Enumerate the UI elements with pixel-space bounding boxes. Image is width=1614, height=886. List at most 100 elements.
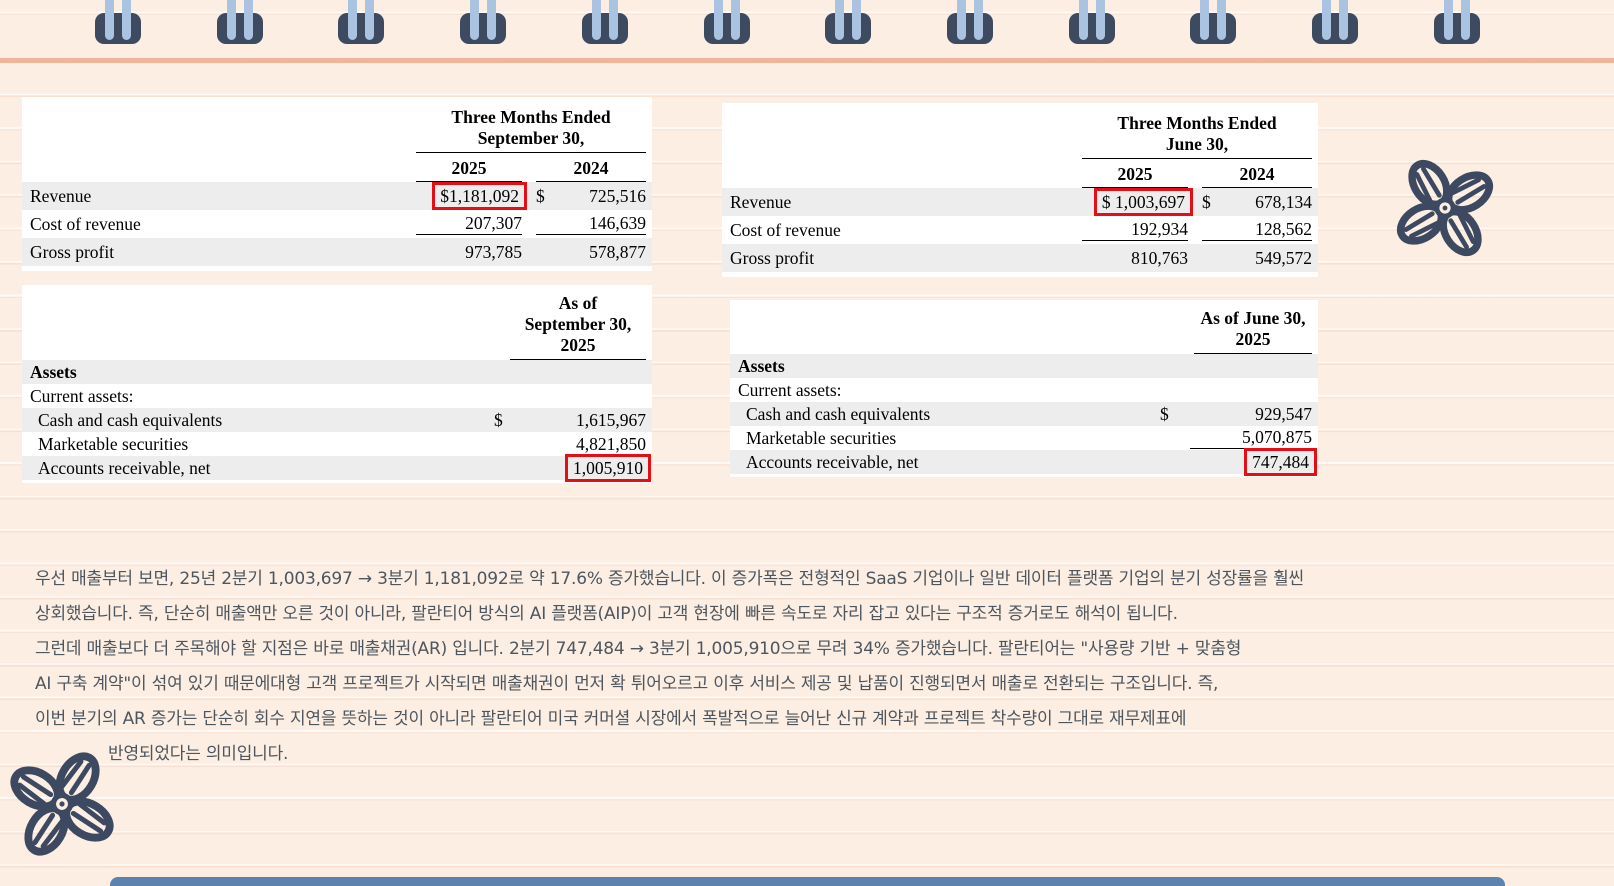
binder-ring-prong [1460,0,1470,40]
period-header: Three Months Ended June 30, [1082,103,1312,159]
binder-ring-icon [338,0,385,58]
flower-doodle-icon [10,752,114,856]
row-label: Cash and cash equivalents [38,409,223,430]
note-line: 우선 매출부터 보면, 25년 2분기 1,003,697 → 3분기 1,18… [35,569,1304,589]
table-row: Marketable securities 4,821,850 [22,432,652,456]
table-row: Cash and cash equivalents $ 1,615,967 [22,408,652,432]
next-card-edge [110,877,1505,886]
binder-ring-prong [1200,0,1210,40]
header-line: 2025 [560,335,596,355]
column-header-2024: 2024 [1202,162,1312,188]
binder-ring-prong [1443,0,1453,40]
cell-value: 973,785 [465,241,522,262]
table-row: Cost of revenue 192,934 128,562 [722,216,1318,244]
binder-ring-icon [460,0,507,58]
table-row: Revenue $1,181,092 $725,516 [22,182,652,210]
binder-ring-prong [122,0,131,40]
period-line: September 30, [477,128,585,148]
row-label: Marketable securities [38,433,189,454]
income-table-september: Three Months Ended September 30, 2025 20… [22,97,652,271]
period-line: Three Months Ended [451,107,611,127]
note-line: 상회했습니다. 즉, 단순히 매출액만 오른 것이 아니라, 팔란티어 방식의 … [35,604,1178,624]
row-label: Revenue [730,191,792,212]
row-label: Cash and cash equivalents [746,403,931,424]
cell-value: 725,516 [589,185,646,206]
binder-ring-icon [216,0,263,58]
binder-ring-prong [365,0,375,40]
income-table-june: Three Months Ended June 30, 2025 2024 Re… [722,103,1318,277]
currency-symbol: $ [494,409,503,430]
row-label: Marketable securities [746,427,897,448]
binder-ring-prong [591,0,601,40]
binder-ring-prong [1095,0,1105,40]
table-row: Revenue $ 1,003,697 $678,134 [722,188,1318,216]
binder-ring-body [1068,13,1115,44]
binder-ring-prong [348,0,358,40]
period-header: Three Months Ended September 30, [416,97,646,153]
binder-ring-icon [947,0,994,58]
table-row: Gross profit 973,785 578,877 [22,238,652,266]
table-row: Accounts receivable, net 1,005,910 [22,454,652,482]
note-line: 반영되었다는 의미입니다. [108,744,289,764]
binder-ring-icon [703,0,750,58]
section-label: Assets [30,361,77,382]
binder-ring-prong [608,0,618,40]
cell-value: 578,877 [589,241,646,262]
binder-ring-body [1312,13,1359,44]
row-label: Accounts receivable, net [38,457,211,478]
highlight-box: 1,005,910 [565,454,651,482]
cell-value: 1,615,967 [576,409,646,430]
cell-value: $1,181,092 [440,186,519,206]
note-line: 이번 분기의 AR 증가는 단순히 회수 지연을 뜻하는 것이 아니라 팔란티어… [35,709,1187,729]
binder-ring-icon [95,0,141,58]
binder-ring-body [460,13,507,44]
binder-ring-body [581,13,628,44]
cell-value: 5,070,875 [1190,427,1312,449]
period-line: Three Months Ended [1117,113,1277,133]
row-label: Gross profit [730,247,815,268]
binder-ring-prong [730,0,740,40]
highlight-box: $ 1,003,697 [1093,188,1193,216]
binder-ring-icon [1068,0,1115,58]
binder-ring-prong [226,0,236,40]
binder-ring-body [1433,13,1480,44]
binder-ring-body [947,13,994,44]
as-of-header: As of June 30, 2025 [1194,300,1312,354]
binder-ring-icon [1433,0,1480,58]
cell-value: 1,005,910 [573,458,643,478]
binder-ring-body [216,13,263,44]
binder-ring-icon [581,0,628,58]
binder-ring-body [95,13,141,44]
row-label: Revenue [30,185,92,206]
cell-value: 747,484 [1252,452,1309,472]
table-row: Accounts receivable, net 747,484 [730,448,1318,476]
binder-ring-icon [1190,0,1237,58]
note-line: AI 구축 계약"이 섞여 있기 때문에대형 고객 프로젝트가 시작되면 매출채… [35,674,1219,694]
binder-ring-prong [852,0,862,40]
subsection-label: Current assets: [738,379,842,400]
flower-doodle-icon [1396,159,1494,257]
binder-ring-prong [1217,0,1227,40]
cell-value: 146,639 [536,213,646,235]
binder-ring-prong [105,0,114,40]
row-label: Gross profit [30,241,115,262]
cell-value: 929,547 [1255,403,1312,424]
header-line: As of [558,293,598,313]
binder-ring-prong [470,0,480,40]
highlight-box: 747,484 [1244,448,1317,476]
cell-value: 810,763 [1131,247,1188,268]
balance-table-june: As of June 30, 2025 Assets Current asset… [730,300,1318,477]
binder-ring-prong [713,0,723,40]
period-line: June 30, [1165,134,1229,154]
binder-ring-prong [1322,0,1332,40]
section-row: Assets [22,360,652,384]
cell-value: 192,934 [1082,219,1188,241]
currency-symbol: $ [1202,191,1211,212]
binder-ring-prong [974,0,984,40]
header-line: As of June 30, [1200,308,1306,328]
binder-ring-body [1190,13,1237,44]
cell-value: 549,572 [1255,247,1312,268]
header-line: September 30, [524,314,632,334]
row-label: Accounts receivable, net [746,451,919,472]
